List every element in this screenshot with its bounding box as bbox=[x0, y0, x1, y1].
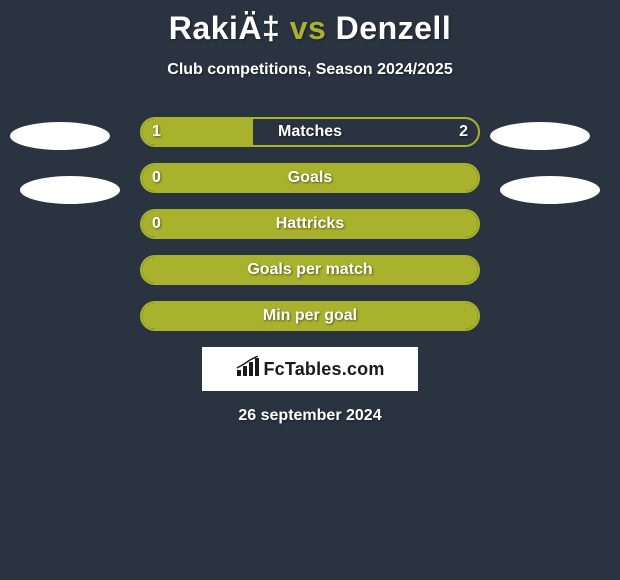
logo-box: FcTables.com bbox=[202, 347, 418, 391]
date: 26 september 2024 bbox=[0, 407, 620, 425]
stat-bar bbox=[140, 117, 480, 147]
player-left-name: RakiÄ‡ bbox=[169, 10, 281, 46]
player-right-name: Denzell bbox=[336, 10, 452, 46]
stat-value-right: 2 bbox=[459, 117, 468, 147]
bar-chart-icon bbox=[235, 356, 261, 383]
subtitle: Club competitions, Season 2024/2025 bbox=[0, 61, 620, 79]
stat-bar bbox=[140, 209, 480, 239]
stat-row: Goals0 bbox=[140, 163, 480, 193]
player-marker-ellipse bbox=[10, 122, 110, 150]
stat-row: Min per goal bbox=[140, 301, 480, 331]
stat-bar bbox=[140, 163, 480, 193]
page-title: RakiÄ‡ vs Denzell bbox=[0, 0, 620, 47]
stat-bar-fill bbox=[142, 165, 478, 191]
stat-row: Matches12 bbox=[140, 117, 480, 147]
stat-bar-fill bbox=[142, 211, 478, 237]
stat-bar-fill bbox=[142, 303, 478, 329]
stat-row: Goals per match bbox=[140, 255, 480, 285]
logo-text: FcTables.com bbox=[263, 359, 384, 380]
stat-row: Hattricks0 bbox=[140, 209, 480, 239]
player-marker-ellipse bbox=[500, 176, 600, 204]
stat-bar-fill bbox=[142, 257, 478, 283]
stat-value-left: 1 bbox=[152, 117, 161, 147]
player-marker-ellipse bbox=[20, 176, 120, 204]
stat-bar bbox=[140, 255, 480, 285]
stat-value-left: 0 bbox=[152, 163, 161, 193]
player-marker-ellipse bbox=[490, 122, 590, 150]
stat-value-left: 0 bbox=[152, 209, 161, 239]
vs-separator: vs bbox=[280, 10, 335, 46]
stat-bar bbox=[140, 301, 480, 331]
